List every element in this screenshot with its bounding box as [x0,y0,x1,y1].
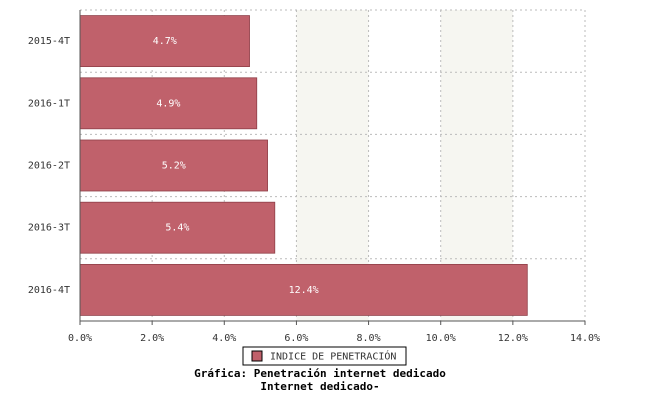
chart-subtitle: Internet dedicado- [260,380,379,393]
bar [79,77,258,130]
y-tick-label: 2016-3T [28,223,70,234]
bar [79,15,250,68]
legend-label: INDICE DE PENETRACIÓN [270,350,396,363]
value-label: 4.9% [156,98,180,109]
value-label: 5.2% [162,161,186,172]
bar [79,263,528,316]
bar [79,139,268,192]
legend-swatch [251,350,263,362]
value-label: 4.7% [153,36,177,47]
x-tick-label: 4.0% [212,333,236,344]
x-tick-label: 6.0% [284,333,308,344]
chart-title: Gráfica: Penetración internet dedicado [194,367,446,380]
x-tick-label: 2.0% [140,333,164,344]
y-tick-label: 2016-4T [28,285,70,296]
y-tick-label: 2016-2T [28,161,70,172]
bar [79,201,276,254]
y-tick-label: 2015-4T [28,36,70,47]
x-tick-label: 12.0% [498,333,528,344]
y-tick-label: 2016-1T [28,98,70,109]
x-tick-label: 0.0% [68,333,92,344]
x-tick-label: 10.0% [426,333,456,344]
legend-box [242,346,407,366]
x-tick-label: 14.0% [570,333,600,344]
value-label: 5.4% [165,223,189,234]
value-label: 12.4% [289,285,319,296]
x-tick-label: 8.0% [357,333,381,344]
